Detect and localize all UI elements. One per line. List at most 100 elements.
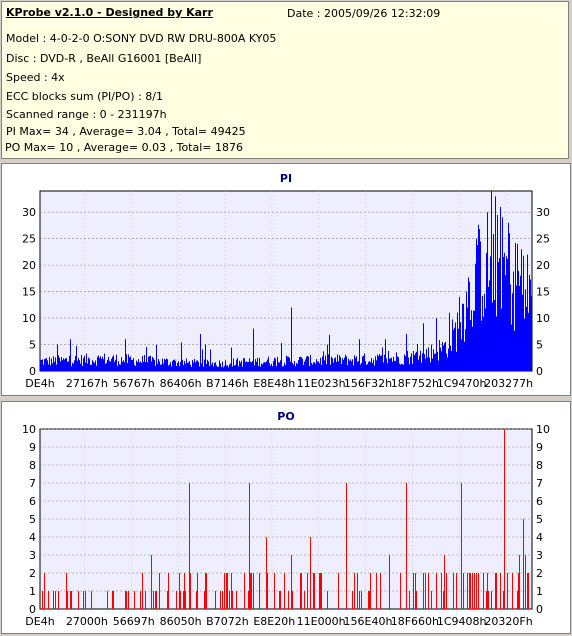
bar (446, 353, 447, 371)
bar (514, 330, 515, 371)
bar (290, 361, 291, 371)
bar (84, 356, 85, 371)
bar (319, 363, 320, 371)
bar (184, 573, 185, 609)
bar (101, 358, 102, 371)
bar (497, 215, 498, 371)
bar (66, 573, 67, 609)
bar (86, 353, 87, 371)
bar (135, 365, 136, 371)
bar (126, 591, 127, 609)
bar (277, 356, 278, 371)
x-tick-label: 18F752h (391, 377, 439, 390)
bar (167, 359, 168, 371)
bar (409, 364, 410, 371)
bar (58, 591, 59, 609)
bar (336, 361, 337, 371)
bar (167, 591, 168, 609)
bar (55, 591, 56, 609)
bar (518, 573, 519, 609)
bar (171, 366, 172, 371)
bar (369, 591, 370, 609)
bar (443, 345, 444, 371)
bar (304, 361, 305, 371)
bar (87, 363, 88, 371)
bar (463, 573, 464, 609)
x-tick-label: 56697h (113, 615, 155, 628)
bar (507, 573, 508, 609)
bar (339, 355, 340, 371)
bar (80, 363, 81, 371)
bar (418, 359, 419, 371)
po-chart: PO 0 0 1 1 2 2 3 3 4 4 5 5 6 6 7 7 8 8 9 9 10 10 DE4h 27000h 5669… (22, 410, 550, 628)
bar (372, 362, 373, 371)
bar (161, 364, 162, 371)
bar (300, 573, 301, 609)
bar (175, 360, 176, 371)
bar (291, 555, 292, 609)
ecc-line: ECC blocks sum (PI/PO) : 8/1 (6, 90, 163, 103)
y-tick-label-right: 15 (536, 286, 550, 299)
bar (367, 364, 368, 371)
bar (245, 362, 246, 371)
bar (193, 362, 194, 371)
bar (200, 333, 201, 371)
bar (303, 364, 304, 371)
bar (238, 366, 239, 371)
bar (285, 365, 286, 371)
bar (109, 360, 110, 371)
bar (162, 358, 163, 371)
bar (168, 365, 169, 371)
bar (406, 333, 407, 371)
bar (482, 295, 483, 371)
bar (246, 361, 247, 371)
bar (240, 362, 241, 371)
bar (435, 353, 436, 371)
bar (363, 355, 364, 371)
bar (142, 573, 143, 609)
bar (398, 357, 399, 371)
bar (311, 362, 312, 371)
bar (480, 241, 481, 371)
bar (281, 342, 282, 371)
bar (140, 591, 141, 609)
bar (328, 354, 329, 371)
bar (196, 360, 197, 371)
y-tick-label-left: 10 (22, 423, 36, 436)
bar (274, 357, 275, 371)
bar (113, 355, 114, 371)
bar (145, 362, 146, 371)
bar (105, 364, 106, 371)
bar (405, 355, 406, 371)
bar (254, 365, 255, 371)
bar (129, 357, 130, 371)
bar (503, 591, 504, 609)
bar (205, 344, 206, 371)
bar (58, 355, 59, 371)
bar (49, 357, 50, 371)
y-tick-label-left: 15 (22, 286, 36, 299)
bar (220, 591, 221, 609)
y-tick-label-right: 5 (536, 513, 543, 526)
bar (338, 573, 339, 609)
bar (272, 366, 273, 371)
bar (472, 326, 473, 371)
bar (213, 366, 214, 371)
x-tick-label: 156F32h (344, 377, 392, 390)
x-tick-label: 86406h (160, 377, 202, 390)
po-chart-panel: PO 0 0 1 1 2 2 3 3 4 4 5 5 6 6 7 7 8 8 9 9 10 10 DE4h 27000h 5669… (1, 401, 571, 634)
y-tick-label-right: 10 (536, 423, 550, 436)
bar (71, 591, 72, 609)
bar (151, 361, 152, 371)
bar (426, 349, 427, 371)
bar (470, 573, 471, 609)
bar (314, 362, 315, 371)
bar (63, 358, 64, 371)
bar (147, 362, 148, 371)
bar (335, 357, 336, 371)
bar (236, 359, 237, 371)
y-tick-label-right: 1 (536, 585, 543, 598)
bar (424, 354, 425, 371)
bar (75, 355, 76, 371)
bar (425, 573, 426, 609)
